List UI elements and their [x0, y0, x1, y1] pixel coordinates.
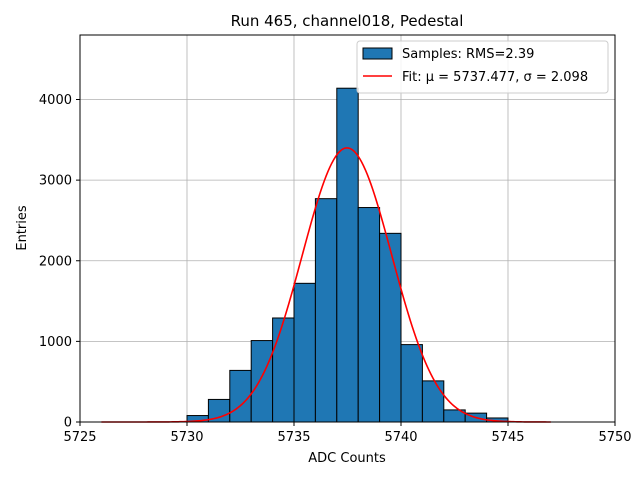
histogram-bar [314, 198, 338, 423]
chart-title: Run 465, channel018, Pedestal [231, 12, 464, 30]
x-tick-label: 5745 [491, 430, 524, 445]
legend-swatch-samples [362, 47, 393, 60]
histogram-bar [293, 282, 316, 423]
x-tick-label: 5735 [277, 430, 310, 445]
x-axis-label: ADC Counts [308, 451, 386, 466]
histogram-bars [186, 87, 509, 423]
histogram-bar [421, 380, 445, 423]
histogram-bar [272, 317, 295, 423]
legend-label-fit: Fit: μ = 5737.477, σ = 2.098 [402, 70, 588, 85]
x-tick-label: 5725 [63, 430, 96, 445]
x-tick-label: 5730 [170, 430, 203, 445]
legend: Samples: RMS=2.39 Fit: μ = 5737.477, σ =… [356, 40, 609, 94]
histogram-bar [379, 232, 402, 423]
histogram-bar [229, 369, 252, 423]
y-tick-label: 1000 [39, 335, 72, 350]
legend-box [356, 40, 609, 94]
y-tick-label: 0 [64, 416, 72, 431]
histogram-bar [336, 87, 359, 423]
histogram-bar [400, 344, 423, 423]
x-tick-label: 5750 [598, 430, 631, 445]
histogram-bar [357, 207, 381, 423]
y-axis-ticks: 0 1000 2000 3000 4000 [39, 93, 80, 431]
histogram-bar [250, 340, 274, 423]
y-tick-label: 4000 [39, 93, 72, 108]
y-tick-label: 3000 [39, 174, 72, 189]
y-axis-label: Entries [15, 205, 30, 251]
y-tick-label: 2000 [39, 254, 72, 269]
plot-frame [79, 34, 616, 423]
legend-label-samples: Samples: RMS=2.39 [402, 47, 534, 62]
x-axis-ticks: 5725 5730 5735 5740 5745 5750 [63, 422, 632, 445]
x-tick-label: 5740 [384, 430, 417, 445]
